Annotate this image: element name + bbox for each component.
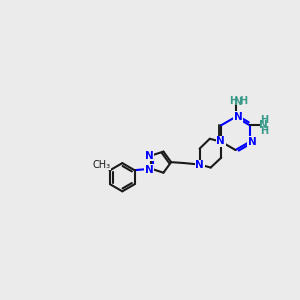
Text: N: N <box>234 97 243 107</box>
Text: N: N <box>216 136 225 146</box>
Text: N: N <box>248 137 256 147</box>
Text: H: H <box>239 96 247 106</box>
Text: N: N <box>195 160 204 170</box>
Text: CH₃: CH₃ <box>92 160 110 170</box>
Text: N: N <box>259 120 268 130</box>
Text: N: N <box>233 112 242 122</box>
Text: H: H <box>260 115 268 125</box>
Text: N: N <box>145 151 153 160</box>
Text: N: N <box>145 165 153 175</box>
Text: H: H <box>229 96 238 106</box>
Text: H: H <box>260 126 268 136</box>
